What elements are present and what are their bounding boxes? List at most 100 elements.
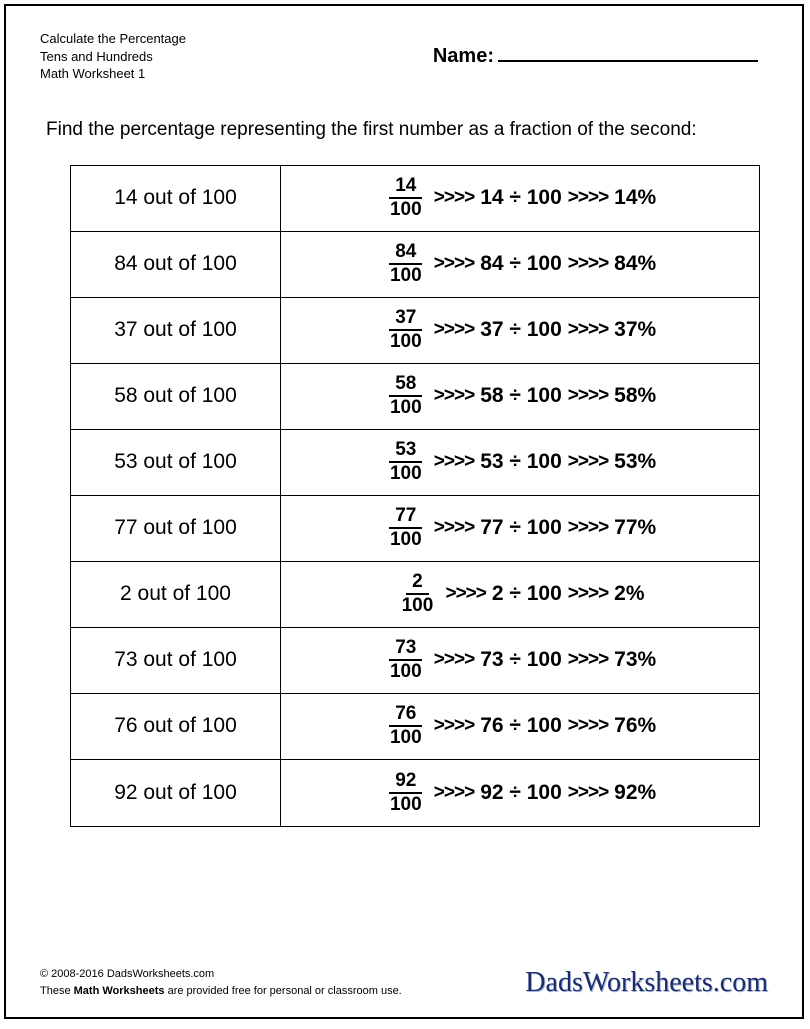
fraction: 14100 (384, 176, 428, 220)
division-expression: 92 ÷ 100 (480, 781, 562, 805)
title-line-3: Math Worksheet 1 (40, 65, 186, 83)
fraction-denominator: 100 (386, 265, 426, 286)
table-row: 92 out of 10092100>>>>92 ÷ 100>>>>92% (71, 760, 759, 826)
arrows-icon: >>>> (434, 451, 474, 473)
problem-label: 76 out of 100 (71, 694, 281, 759)
name-blank-line[interactable] (498, 44, 758, 62)
arrows-icon: >>>> (434, 385, 474, 407)
arrows-icon: >>>> (445, 583, 485, 605)
division-expression: 37 ÷ 100 (480, 318, 562, 342)
arrows-icon: >>>> (434, 253, 474, 275)
problem-solution: 53100 >>>> 53 ÷ 100 >>>> 53% (281, 430, 759, 495)
fraction-denominator: 100 (386, 397, 426, 418)
arrows-icon: >>>> (568, 782, 608, 804)
percentage-result: 2% (614, 582, 644, 606)
fraction-numerator: 53 (389, 440, 422, 463)
fraction: 58100 (384, 374, 428, 418)
title-line-2: Tens and Hundreds (40, 48, 186, 66)
percentage-result: 76% (614, 714, 656, 738)
usage-note: These Math Worksheets are provided free … (40, 983, 402, 1000)
arrows-icon: >>>> (568, 319, 608, 341)
table-row: 84 out of 100 84100 >>>> 84 ÷ 100 >>>> 84% (71, 232, 759, 298)
problem-label: 77 out of 100 (71, 496, 281, 561)
fraction-numerator: 73 (389, 638, 422, 661)
fraction: 84100 (384, 242, 428, 286)
fraction-numerator: 2 (406, 572, 429, 595)
problem-solution: 92100>>>>92 ÷ 100>>>>92% (281, 760, 759, 826)
percentage-result: 37% (614, 318, 656, 342)
fraction-numerator: 76 (389, 704, 422, 727)
fraction-denominator: 100 (386, 727, 426, 748)
fraction-denominator: 100 (386, 463, 426, 484)
table-row: 73 out of 10073100>>>>73 ÷ 100>>>>73% (71, 628, 759, 694)
division-expression: 14 ÷ 100 (480, 186, 562, 210)
fraction-denominator: 100 (386, 794, 426, 815)
fraction-denominator: 100 (386, 331, 426, 352)
instruction-text: Find the percentage representing the fir… (46, 119, 768, 141)
header: Calculate the Percentage Tens and Hundre… (40, 30, 768, 83)
division-expression: 58 ÷ 100 (480, 384, 562, 408)
problem-solution: 2100 >>>> 2 ÷ 100 >>>> 2% (281, 562, 759, 627)
division-expression: 53 ÷ 100 (480, 450, 562, 474)
problem-label: 2 out of 100 (71, 562, 281, 627)
problem-solution: 14100 >>>> 14 ÷ 100 >>>> 14% (281, 166, 759, 231)
problems-table: 14 out of 10014100>>>>14 ÷ 100>>>>14%84 … (70, 165, 760, 827)
division-expression: 76 ÷ 100 (480, 714, 562, 738)
table-row: 2 out of 100 2100 >>>> 2 ÷ 100 >>>> 2% (71, 562, 759, 628)
fraction: 76100 (384, 704, 428, 748)
arrows-icon: >>>> (568, 649, 608, 671)
site-logo: DadsWorksheets.com (525, 967, 768, 999)
arrows-icon: >>>> (568, 517, 608, 539)
worksheet-page: Calculate the Percentage Tens and Hundre… (4, 4, 804, 1019)
fraction: 53100 (384, 440, 428, 484)
name-field: Name: (433, 44, 758, 68)
problem-label: 53 out of 100 (71, 430, 281, 495)
fraction-denominator: 100 (386, 661, 426, 682)
fraction-numerator: 14 (389, 176, 422, 199)
arrows-icon: >>>> (434, 187, 474, 209)
fraction: 77100 (384, 506, 428, 550)
percentage-result: 14% (614, 186, 656, 210)
footer-text: © 2008-2016 DadsWorksheets.com These Mat… (40, 966, 402, 999)
problem-solution: 73100>>>>73 ÷ 100>>>>73% (281, 628, 759, 693)
fraction: 2100 (395, 572, 439, 616)
header-title-block: Calculate the Percentage Tens and Hundre… (40, 30, 186, 83)
arrows-icon: >>>> (434, 715, 474, 737)
copyright-text: © 2008-2016 DadsWorksheets.com (40, 966, 402, 983)
problem-label: 37 out of 100 (71, 298, 281, 363)
problem-label: 92 out of 100 (71, 760, 281, 826)
division-expression: 77 ÷ 100 (480, 516, 562, 540)
table-row: 37 out of 10037100>>>>37 ÷ 100>>>>37% (71, 298, 759, 364)
percentage-result: 73% (614, 648, 656, 672)
arrows-icon: >>>> (568, 253, 608, 275)
arrows-icon: >>>> (568, 583, 608, 605)
name-label: Name: (433, 45, 494, 68)
problem-solution: 37100>>>>37 ÷ 100>>>>37% (281, 298, 759, 363)
fraction-denominator: 100 (386, 199, 426, 220)
arrows-icon: >>>> (568, 451, 608, 473)
percentage-result: 58% (614, 384, 656, 408)
fraction: 37100 (384, 308, 428, 352)
arrows-icon: >>>> (568, 715, 608, 737)
table-row: 53 out of 100 53100 >>>> 53 ÷ 100 >>>> 53% (71, 430, 759, 496)
arrows-icon: >>>> (568, 187, 608, 209)
problem-label: 73 out of 100 (71, 628, 281, 693)
division-expression: 2 ÷ 100 (492, 582, 562, 606)
problem-solution: 84100 >>>> 84 ÷ 100 >>>> 84% (281, 232, 759, 297)
division-expression: 73 ÷ 100 (480, 648, 562, 672)
division-expression: 84 ÷ 100 (480, 252, 562, 276)
fraction-numerator: 58 (389, 374, 422, 397)
fraction: 73100 (384, 638, 428, 682)
arrows-icon: >>>> (568, 385, 608, 407)
arrows-icon: >>>> (434, 517, 474, 539)
problem-label: 58 out of 100 (71, 364, 281, 429)
fraction-numerator: 77 (389, 506, 422, 529)
percentage-result: 77% (614, 516, 656, 540)
problem-label: 84 out of 100 (71, 232, 281, 297)
percentage-result: 84% (614, 252, 656, 276)
table-row: 77 out of 100 77100 >>>> 77 ÷ 100 >>>> 77% (71, 496, 759, 562)
problem-label: 14 out of 100 (71, 166, 281, 231)
table-row: 58 out of 100 58100 >>>> 58 ÷ 100 >>>> 58% (71, 364, 759, 430)
table-row: 14 out of 100 14100 >>>> 14 ÷ 100 >>>> 14% (71, 166, 759, 232)
percentage-result: 53% (614, 450, 656, 474)
